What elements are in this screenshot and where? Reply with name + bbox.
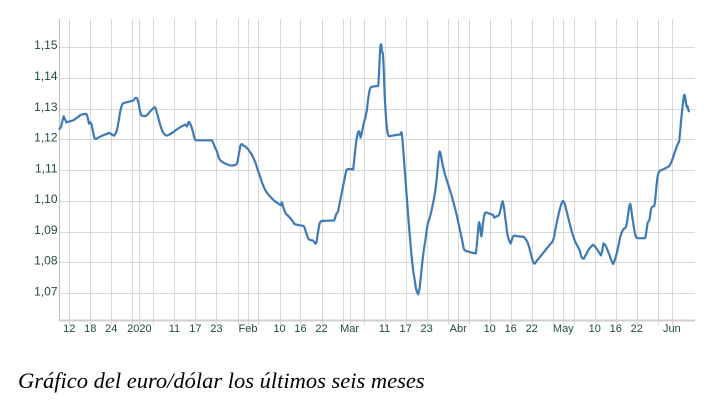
svg-text:16: 16 [610,323,622,335]
svg-text:22: 22 [315,323,327,335]
svg-text:Feb: Feb [239,323,258,335]
svg-text:22: 22 [526,323,538,335]
svg-text:1,13: 1,13 [34,100,58,114]
svg-text:1,11: 1,11 [35,161,58,175]
svg-text:Mar: Mar [340,323,359,335]
svg-text:16: 16 [505,323,517,335]
svg-text:18: 18 [84,323,96,335]
svg-text:16: 16 [294,323,306,335]
svg-text:17: 17 [189,323,201,335]
svg-text:10: 10 [484,323,496,335]
svg-text:12: 12 [63,323,75,335]
svg-text:17: 17 [399,323,411,335]
svg-text:1,12: 1,12 [34,131,58,145]
svg-text:1,07: 1,07 [34,285,58,299]
svg-text:2020: 2020 [127,323,151,335]
svg-text:1,08: 1,08 [34,254,58,268]
svg-text:1,10: 1,10 [34,192,58,206]
svg-text:1,15: 1,15 [34,38,58,52]
svg-text:Abr: Abr [450,323,467,335]
svg-text:1,14: 1,14 [34,69,58,83]
svg-text:10: 10 [273,323,285,335]
svg-text:May: May [553,323,574,335]
svg-text:11: 11 [169,323,180,335]
svg-text:23: 23 [420,323,432,335]
svg-text:11: 11 [379,323,390,335]
svg-text:1,09: 1,09 [34,223,58,237]
svg-text:Jun: Jun [663,323,681,335]
svg-text:10: 10 [589,323,601,335]
svg-text:23: 23 [210,323,222,335]
svg-text:24: 24 [105,323,117,335]
svg-text:22: 22 [631,323,643,335]
